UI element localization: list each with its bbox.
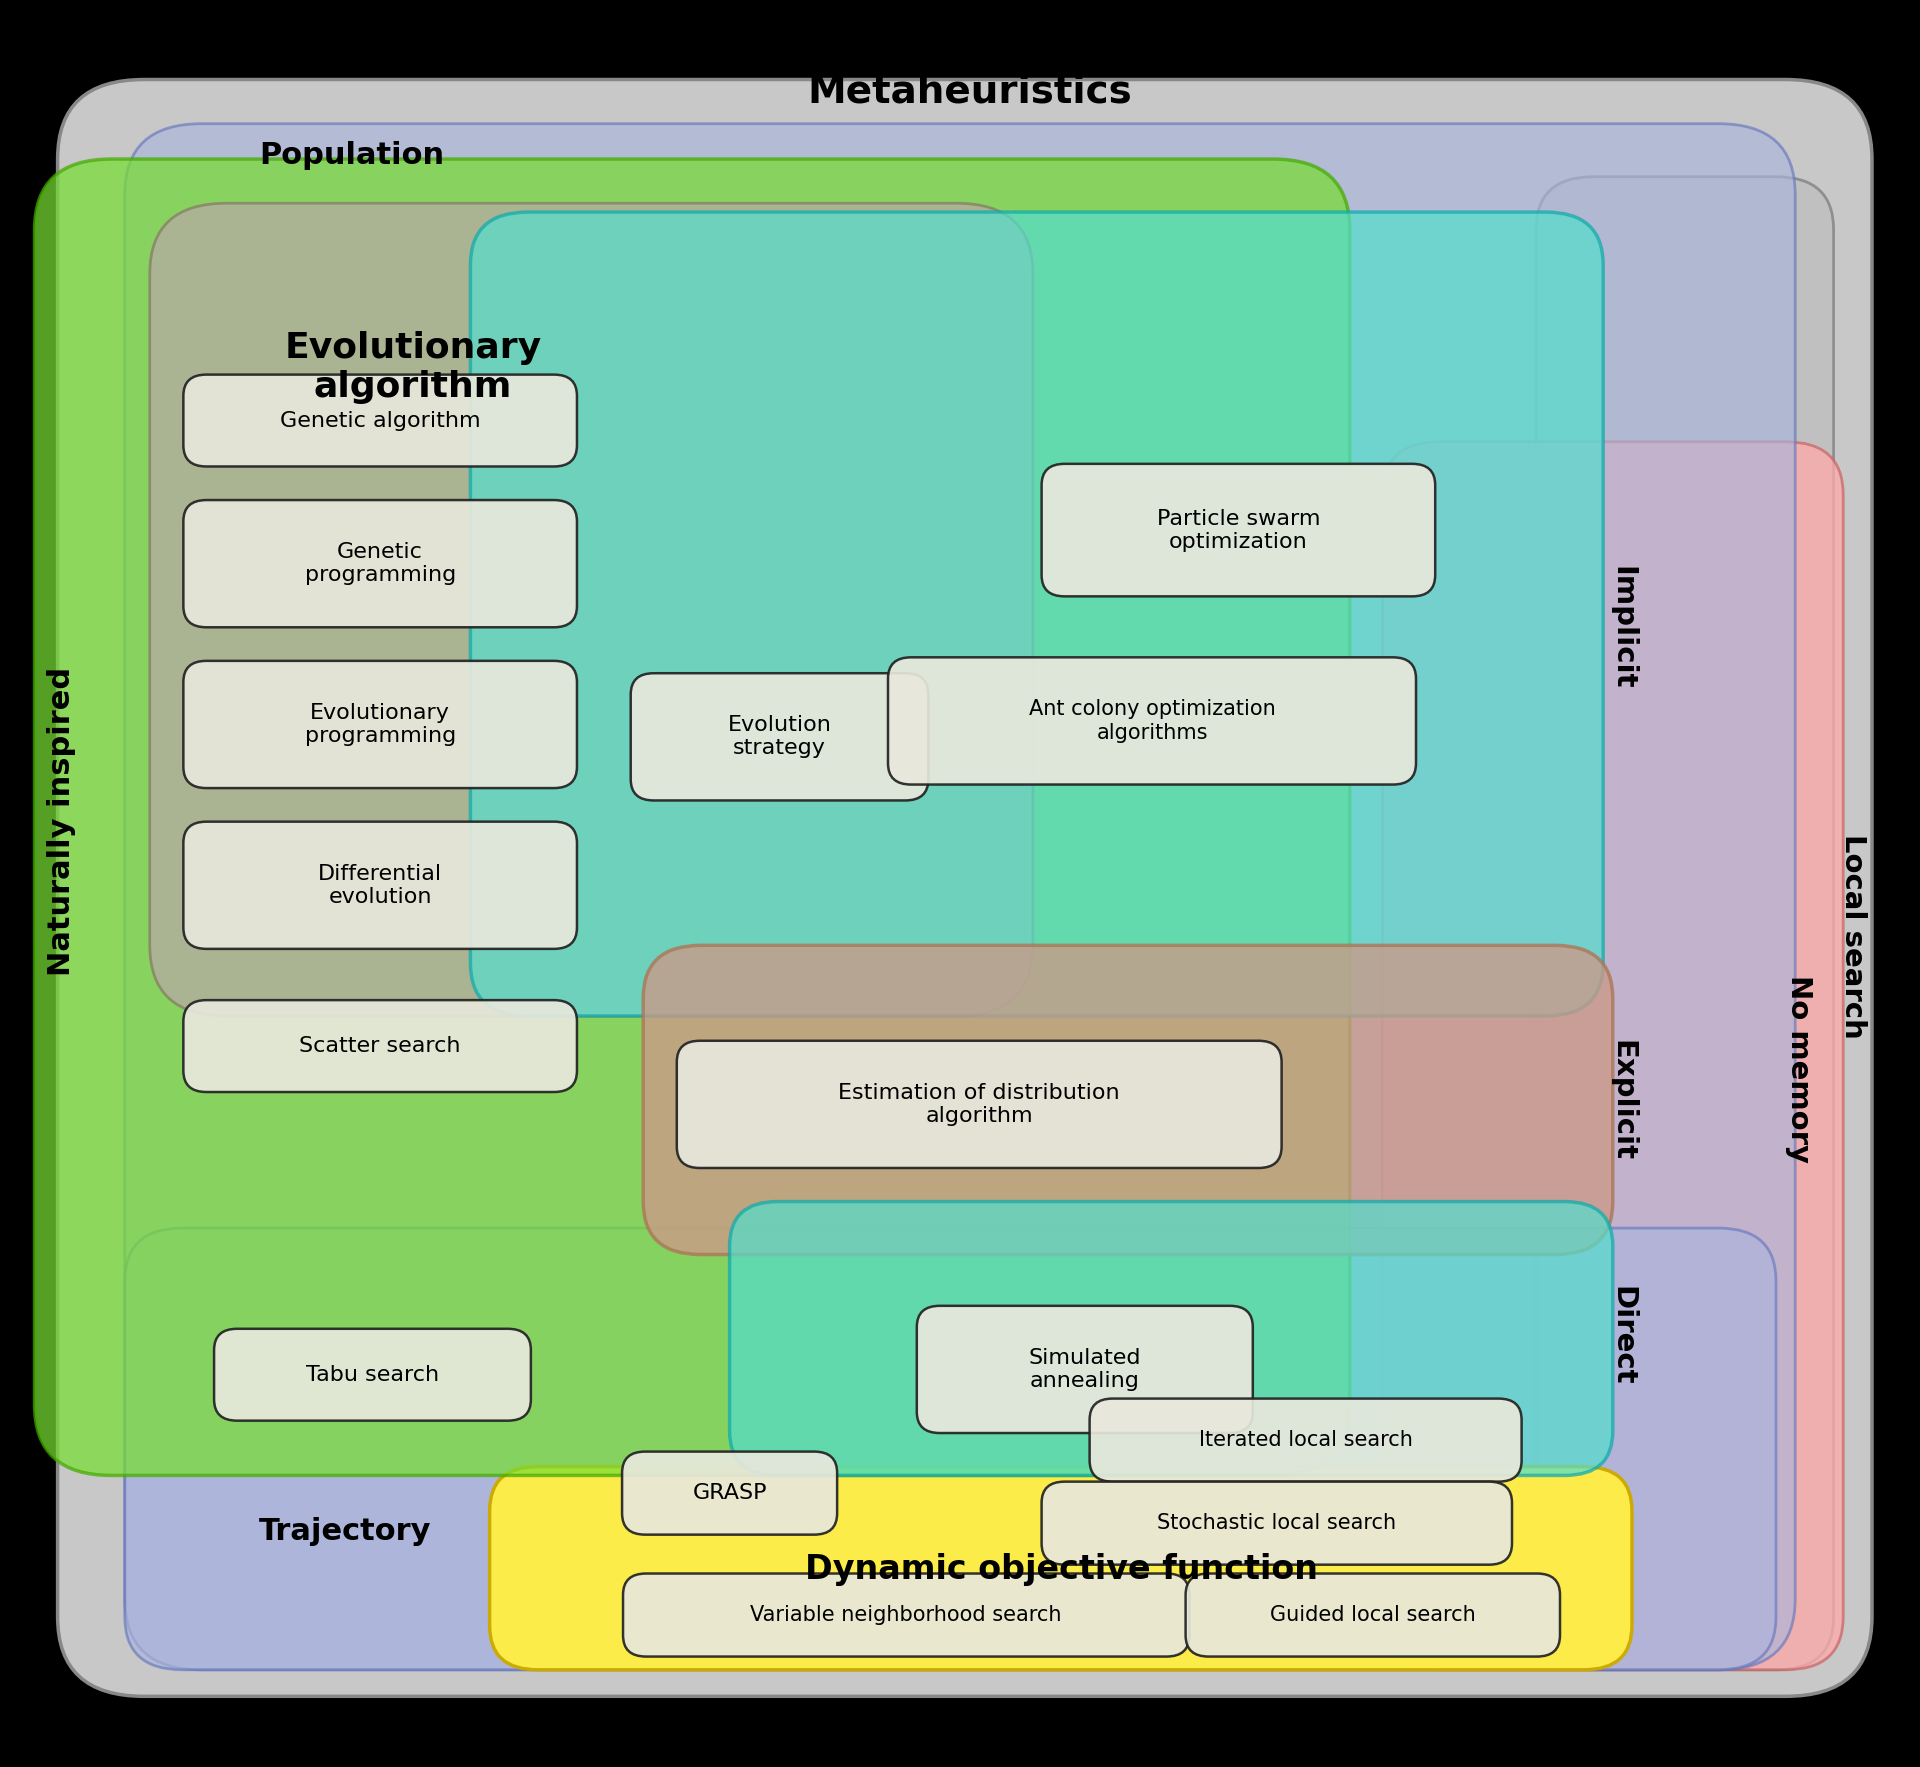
Text: Metaheuristics: Metaheuristics — [806, 72, 1133, 111]
FancyBboxPatch shape — [184, 661, 576, 788]
Text: GRASP: GRASP — [693, 1483, 766, 1504]
FancyBboxPatch shape — [58, 80, 1872, 1696]
FancyBboxPatch shape — [184, 822, 576, 949]
Text: Genetic algorithm: Genetic algorithm — [280, 410, 480, 431]
FancyBboxPatch shape — [184, 375, 576, 466]
Text: Dynamic objective function: Dynamic objective function — [804, 1553, 1319, 1585]
FancyBboxPatch shape — [643, 945, 1613, 1255]
Text: Direct: Direct — [1609, 1286, 1636, 1385]
FancyBboxPatch shape — [630, 673, 929, 800]
Text: Population: Population — [259, 141, 444, 170]
Text: Genetic
programming: Genetic programming — [305, 542, 455, 585]
Text: Implicit: Implicit — [1609, 565, 1636, 689]
Text: Simulated
annealing: Simulated annealing — [1029, 1348, 1140, 1391]
Text: Local search: Local search — [1839, 834, 1866, 1039]
FancyBboxPatch shape — [490, 1467, 1632, 1670]
FancyBboxPatch shape — [678, 1041, 1283, 1168]
FancyBboxPatch shape — [1185, 1574, 1559, 1657]
Text: Variable neighborhood search: Variable neighborhood search — [751, 1604, 1062, 1626]
FancyBboxPatch shape — [1382, 442, 1843, 1670]
Text: Iterated local search: Iterated local search — [1198, 1430, 1413, 1451]
Text: Evolutionary
algorithm: Evolutionary algorithm — [284, 330, 541, 405]
FancyBboxPatch shape — [1041, 1481, 1513, 1566]
Text: Estimation of distribution
algorithm: Estimation of distribution algorithm — [839, 1083, 1119, 1126]
FancyBboxPatch shape — [150, 203, 1033, 1016]
FancyBboxPatch shape — [730, 1202, 1613, 1475]
FancyBboxPatch shape — [125, 1228, 1776, 1670]
FancyBboxPatch shape — [1041, 465, 1434, 597]
FancyBboxPatch shape — [184, 500, 576, 627]
FancyBboxPatch shape — [622, 1574, 1188, 1657]
Text: Tabu search: Tabu search — [305, 1364, 440, 1385]
Text: Particle swarm
optimization: Particle swarm optimization — [1156, 509, 1321, 551]
FancyBboxPatch shape — [215, 1329, 530, 1421]
Text: Explicit: Explicit — [1609, 1041, 1636, 1161]
Text: Ant colony optimization
algorithms: Ant colony optimization algorithms — [1029, 700, 1275, 742]
Text: Trajectory: Trajectory — [259, 1518, 432, 1546]
FancyBboxPatch shape — [184, 1000, 576, 1092]
Text: Scatter search: Scatter search — [300, 1035, 461, 1057]
FancyBboxPatch shape — [470, 212, 1603, 1016]
FancyBboxPatch shape — [887, 657, 1417, 785]
Text: Stochastic local search: Stochastic local search — [1158, 1513, 1396, 1534]
FancyBboxPatch shape — [125, 124, 1795, 1670]
FancyBboxPatch shape — [1536, 177, 1834, 1670]
FancyBboxPatch shape — [35, 159, 1350, 1475]
FancyBboxPatch shape — [916, 1306, 1252, 1433]
FancyBboxPatch shape — [622, 1452, 837, 1534]
Text: Differential
evolution: Differential evolution — [319, 864, 442, 906]
Text: Naturally inspired: Naturally inspired — [46, 668, 77, 975]
FancyBboxPatch shape — [1089, 1399, 1521, 1481]
Text: Guided local search: Guided local search — [1269, 1604, 1476, 1626]
Text: Evolutionary
programming: Evolutionary programming — [305, 703, 455, 746]
Text: No memory: No memory — [1786, 975, 1812, 1163]
Text: Evolution
strategy: Evolution strategy — [728, 716, 831, 758]
